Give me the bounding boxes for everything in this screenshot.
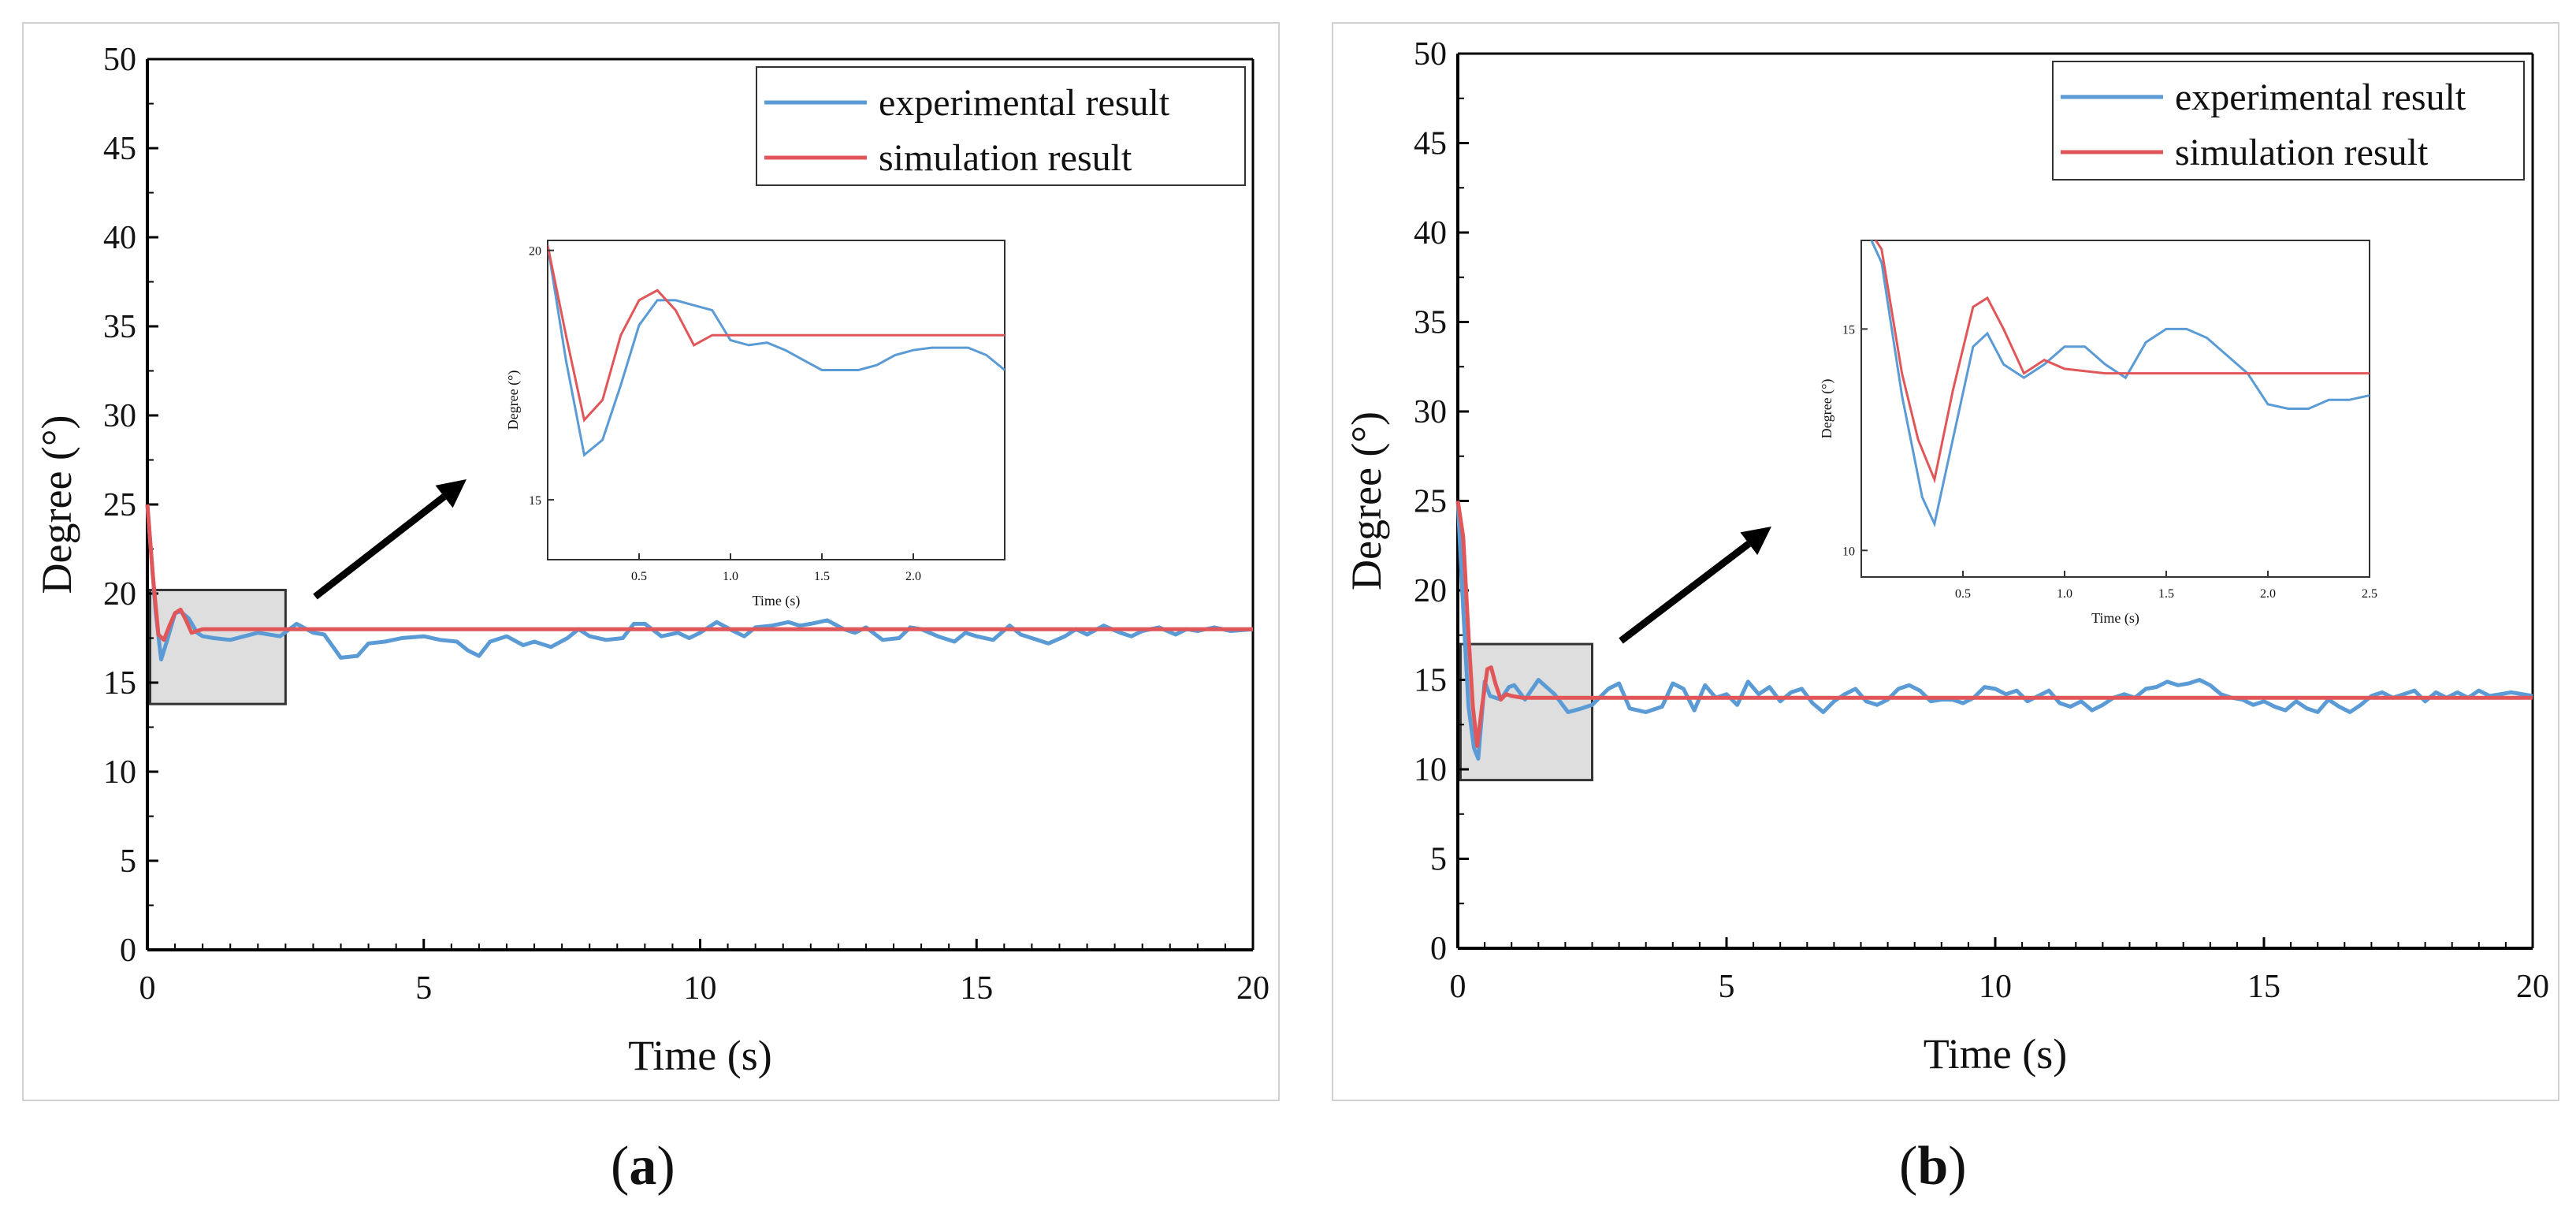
inset-x-tick-label: 1.5 [814, 570, 830, 583]
x-tick-label: 0 [139, 970, 156, 1007]
legend-label: simulation result [879, 137, 1132, 179]
inset-x-tick-label: 1.5 [2158, 587, 2174, 601]
inset-x-axis-label: Time (s) [753, 593, 801, 609]
x-tick-label: 15 [2247, 969, 2280, 1005]
inset-y-axis-label: Degree (°) [505, 370, 522, 430]
y-tick-label: 15 [1414, 663, 1447, 699]
inset-y-tick-label: 20 [529, 245, 541, 259]
zoom-box [149, 588, 287, 705]
chart-panel-b: 0 5 10 15 20 25 30 35 40 45 50 0 5 10 15 20 Time (s) Degr… [1332, 22, 2559, 1101]
y-tick-label: 5 [1430, 842, 1447, 878]
x-axis-label: Time (s) [1924, 1030, 2068, 1078]
inset-x-tick-label: 2.5 [2362, 587, 2377, 601]
inset-x-axis-label: Time (s) [2091, 610, 2139, 627]
legend-label: experimental result [2175, 76, 2466, 118]
legend-box [2052, 61, 2525, 181]
inset-x-tick-label: 1.0 [2057, 587, 2072, 601]
y-tick-label: 45 [1414, 126, 1447, 162]
y-tick-label: 50 [103, 42, 136, 78]
y-tick-label: 0 [120, 933, 136, 969]
y-tick-label: 15 [103, 665, 136, 702]
inset-y-tick-label: 15 [1842, 323, 1855, 337]
y-axis-label: Degree (°) [33, 415, 80, 594]
inset-y-tick-label: 15 [529, 494, 541, 508]
series-line-experimental-result [1455, 501, 2533, 761]
inset-series-line-experimental-result [1870, 240, 2370, 528]
series-line-simulation-result [145, 504, 1253, 642]
y-tick-label: 40 [1414, 215, 1447, 251]
panel-label-a: (a) [611, 1136, 675, 1197]
zoom-arrow-head [1740, 527, 1771, 556]
x-tick-label: 20 [2516, 969, 2549, 1005]
zoom-arrow [1619, 541, 1752, 644]
y-tick-label: 20 [103, 576, 136, 612]
inset-y-tick-label: 10 [1842, 545, 1855, 558]
chart-a-plot: 0 5 10 15 20 25 30 35 40 45 50 0 5 10 15 20 Time (s) Degr… [33, 42, 1269, 1079]
inset-x-tick-label: 1.0 [723, 570, 738, 583]
chart-panel-a: 0 5 10 15 20 25 30 35 40 45 50 0 5 10 15 20 Time (s) Degr… [22, 22, 1280, 1101]
x-tick-label: 5 [1719, 969, 1735, 1005]
y-tick-label: 30 [103, 398, 136, 434]
y-tick-label: 10 [103, 754, 136, 791]
legend-box [756, 66, 1246, 186]
y-tick-label: 25 [1414, 484, 1447, 520]
x-tick-label: 10 [684, 970, 717, 1007]
inset-y-axis-label: Degree (°) [1819, 379, 1835, 439]
x-axis-label: Time (s) [628, 1032, 772, 1079]
inset-x-tick-label: 2.0 [2260, 587, 2276, 601]
y-tick-label: 35 [103, 309, 136, 345]
inset-series-line-simulation-result [1874, 240, 2370, 484]
y-tick-label: 35 [1414, 305, 1447, 341]
y-tick-label: 30 [1414, 394, 1447, 430]
y-tick-label: 20 [1414, 573, 1447, 609]
inset-x-tick-label: 0.5 [1955, 587, 1971, 601]
series-line-simulation-result [1455, 501, 2533, 748]
inset-x-tick-label: 2.0 [905, 570, 921, 583]
legend-label: experimental result [879, 82, 1170, 124]
chart-a-svg: 0 5 10 15 20 25 30 35 40 45 50 0 5 10 15 20 Time (s) Degr… [33, 42, 1269, 1079]
y-tick-label: 40 [103, 220, 136, 256]
chart-b-plot: 0 5 10 15 20 25 30 35 40 45 50 0 5 10 15 20 Time (s) Degr… [1343, 36, 2549, 1078]
y-tick-label: 5 [120, 843, 136, 880]
y-tick-label: 45 [103, 131, 136, 167]
legend-label: simulation result [2175, 132, 2429, 173]
inset-series-line-simulation-result [548, 245, 1005, 423]
series-line-experimental-result [145, 504, 1254, 662]
y-tick-label: 25 [103, 487, 136, 523]
y-tick-label: 50 [1414, 36, 1447, 73]
inset-x-tick-label: 0.5 [631, 570, 647, 583]
x-tick-label: 20 [1236, 970, 1269, 1007]
inset-frame [547, 240, 1005, 560]
inset-series-line-experimental-result [548, 245, 1005, 457]
y-axis-label: Degree (°) [1343, 411, 1390, 590]
zoom-arrow [313, 493, 447, 600]
zoom-arrow-head [435, 479, 467, 508]
chart-b-svg: 0 5 10 15 20 25 30 35 40 45 50 0 5 10 15 20 Time (s) Degr… [1343, 36, 2549, 1078]
x-tick-label: 5 [415, 970, 432, 1007]
x-tick-label: 10 [1979, 969, 2012, 1005]
y-tick-label: 0 [1430, 931, 1447, 967]
y-tick-label: 10 [1414, 752, 1447, 788]
x-tick-label: 15 [960, 970, 993, 1007]
x-tick-label: 0 [1450, 969, 1466, 1005]
panel-label-b: (b) [1899, 1136, 1967, 1197]
